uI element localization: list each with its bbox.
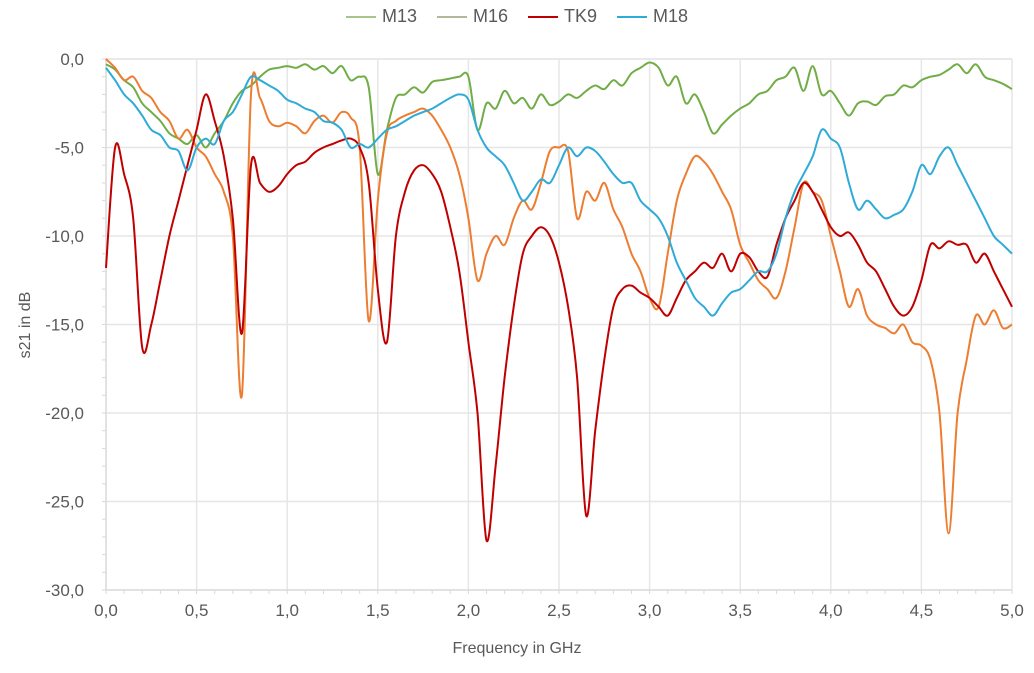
legend-label-tk9: TK9	[564, 6, 598, 26]
x-tick-label: 5,0	[1000, 601, 1024, 620]
series-line-m16	[105, 58, 1013, 535]
x-tick-label: 4,5	[910, 601, 934, 620]
chart-axes	[102, 58, 1013, 594]
x-tick-label: 3,0	[638, 601, 662, 620]
series-lines	[105, 58, 1013, 543]
x-tick-label: 1,0	[275, 601, 299, 620]
series-line-tk9	[105, 93, 1013, 543]
y-tick-label: -30,0	[45, 581, 84, 600]
y-axis-title: s21 in dB	[17, 291, 34, 359]
legend-item-tk9: TK9	[528, 6, 597, 27]
legend-label-m18: M18	[653, 6, 689, 26]
series-line-m18	[105, 67, 1013, 317]
x-tick-label: 2,0	[457, 601, 481, 620]
tick-labels: 0,0 -5,0 -10,0 -15,0 -20,0 -25,0 -30,0 0,0 0,5 1,…	[45, 50, 1024, 620]
chart-legend: M13 M16 TK9 M18	[0, 6, 1034, 27]
x-tick-label: 0,5	[185, 601, 209, 620]
legend-item-m18: M18	[617, 6, 688, 27]
x-tick-label: 2,5	[547, 601, 571, 620]
x-tick-label: 3,5	[728, 601, 752, 620]
y-tick-label: -10,0	[45, 227, 84, 246]
y-tick-label: -25,0	[45, 493, 84, 512]
legend-label-m16: M16	[472, 6, 508, 26]
legend-swatch-tk9	[528, 15, 558, 18]
y-tick-label: -5,0	[55, 139, 84, 158]
legend-label-m13: M13	[381, 6, 417, 26]
y-tick-label: 0,0	[60, 50, 84, 69]
legend-swatch-m16	[436, 15, 467, 18]
legend-swatch-m13	[345, 15, 376, 18]
x-tick-label: 4,0	[819, 601, 843, 620]
chart-gridlines	[106, 58, 1013, 590]
legend-swatch-m18	[617, 15, 648, 18]
x-tick-label: 1,5	[366, 601, 390, 620]
legend-item-m16: M16	[436, 6, 508, 27]
x-axis-title: Frequency in GHz	[452, 640, 582, 657]
legend-item-m13: M13	[345, 6, 417, 27]
y-tick-label: -20,0	[45, 404, 84, 423]
x-tick-label: 0,0	[94, 601, 118, 620]
y-tick-label: -15,0	[45, 316, 84, 335]
